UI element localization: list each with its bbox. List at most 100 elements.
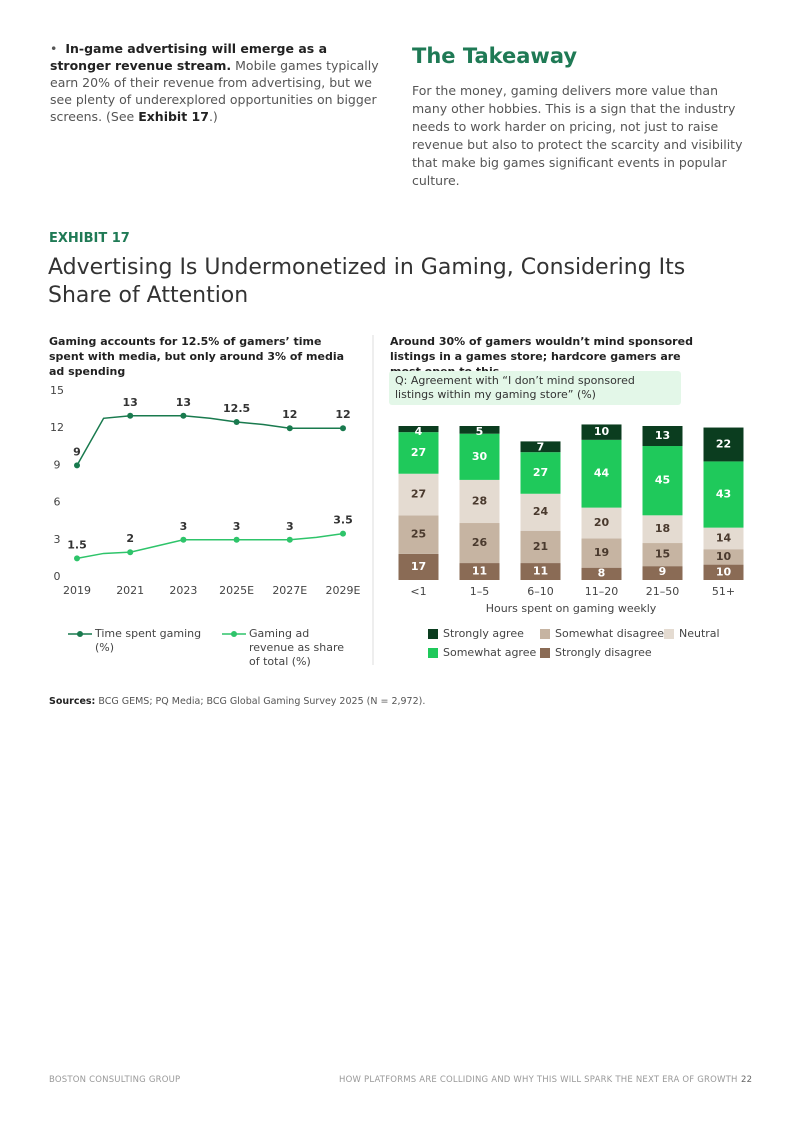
data-label: 27 [411, 446, 426, 459]
bar-segment [520, 452, 561, 494]
page-number: 22 [741, 1075, 753, 1085]
bar-segment [642, 426, 683, 447]
sources-text: BCG GEMS; PQ Media; BCG Global Gaming Su… [95, 696, 426, 707]
x-tick-label: 1–5 [470, 585, 490, 598]
data-label: 8 [598, 567, 606, 580]
data-label: 27 [411, 488, 426, 501]
legend-label: Strongly disagree [555, 646, 652, 659]
bar-segment [642, 515, 683, 544]
x-tick-label: 2029E [326, 584, 361, 597]
data-label: 27 [533, 466, 548, 479]
y-tick-label: 12 [50, 421, 64, 434]
line [76, 415, 343, 466]
point [74, 462, 80, 469]
chart-title: Gaming accounts for 12.5% of gamers’ tim… [49, 335, 345, 378]
data-label: 4 [415, 425, 423, 438]
data-label: 11 [533, 565, 548, 578]
data-label: 26 [472, 536, 488, 549]
bullet-end: .) [208, 109, 218, 124]
point [340, 530, 346, 537]
y-tick-label: 9 [54, 458, 61, 471]
legend-dot [77, 631, 83, 637]
data-label: 45 [655, 474, 670, 487]
x-tick-label: 6–10 [527, 585, 554, 598]
line [76, 532, 344, 560]
point [74, 555, 80, 562]
y-tick-label: 15 [50, 384, 64, 397]
x-tick-label: 51+ [712, 585, 735, 598]
point [233, 419, 240, 425]
exhibit-link[interactable]: Exhibit 17 [138, 109, 209, 124]
bar-segment [642, 543, 683, 567]
data-label: 9 [659, 565, 667, 578]
data-label: 21 [533, 540, 548, 553]
data-label: 24 [533, 505, 549, 518]
point [233, 536, 240, 543]
data-label: 18 [655, 522, 670, 535]
bar-segment [459, 433, 500, 480]
bullet: • In-game advertising will emerge as a s… [50, 41, 379, 124]
bar-segment [581, 439, 622, 508]
bar-segment [520, 441, 561, 453]
data-label: 13 [123, 396, 138, 409]
bar-segment [398, 553, 439, 580]
bar-segment [581, 567, 622, 580]
data-label: 20 [594, 516, 610, 529]
data-label: 1.5 [67, 538, 87, 551]
legend-dot [231, 631, 237, 637]
data-label: 25 [411, 528, 426, 541]
data-label: 2 [126, 532, 134, 545]
sources: Sources: BCG GEMS; PQ Media; BCG Global … [49, 696, 425, 707]
sources-label: Sources: [49, 696, 96, 707]
y-tick-label: 6 [54, 496, 61, 509]
x-tick-label: 2027E [272, 584, 307, 597]
bullet-text: Mobile games typically earn 20% of their… [50, 58, 379, 124]
bar-segment [703, 427, 744, 462]
legend-label: Gaming ad revenue as share of total (%) [249, 627, 344, 668]
legend-label: Somewhat disagree [555, 627, 665, 640]
legend-label: Neutral [679, 627, 720, 640]
data-label: 3.5 [333, 514, 353, 527]
bar-segment [703, 549, 744, 565]
bar-segment [459, 479, 500, 524]
x-tick-label: <1 [410, 585, 426, 598]
bar-segment [398, 515, 439, 554]
bullet-bold: In-game advertising will emerge as a str… [50, 41, 327, 73]
legend-swatch [428, 629, 438, 639]
data-label: 10 [716, 550, 732, 563]
legend-label: Strongly agree [443, 627, 524, 640]
legend-swatch [428, 648, 438, 658]
legend-label: Somewhat agree [443, 646, 537, 659]
bar-segment [581, 538, 622, 568]
data-label: 13 [176, 396, 191, 409]
takeaway-title: The Takeaway [412, 44, 578, 68]
x-tick-label: 2023 [169, 584, 197, 597]
bar-segment [398, 426, 439, 433]
bar-segment [520, 563, 561, 580]
data-label: 28 [472, 494, 487, 507]
point [286, 425, 293, 432]
bar-segment [642, 566, 683, 580]
bar-segment [703, 461, 744, 528]
footer-right: HOW PLATFORMS ARE COLLIDING AND WHY THIS… [339, 1075, 738, 1085]
bar-segment [520, 530, 561, 564]
x-tick-label: 11–20 [585, 585, 619, 598]
exhibit-label: EXHIBIT 17 [49, 231, 130, 246]
legend-swatch [540, 648, 550, 658]
data-label: 9 [73, 445, 81, 458]
exhibit-title: Advertising Is Undermonetized in Gaming,… [48, 255, 686, 308]
point [127, 412, 134, 419]
data-label: 10 [594, 425, 610, 438]
x-tick-label: 2025E [219, 584, 254, 597]
point [180, 412, 187, 419]
y-tick-label: 0 [54, 570, 61, 583]
data-label: 3 [180, 520, 188, 533]
point [286, 536, 293, 543]
point [180, 536, 187, 543]
x-axis-label: Hours spent on gaming weekly [486, 602, 657, 615]
bar-segment [459, 563, 500, 580]
bar-segment [398, 432, 439, 474]
legend-swatch [664, 629, 674, 639]
bar-segment [703, 564, 744, 580]
